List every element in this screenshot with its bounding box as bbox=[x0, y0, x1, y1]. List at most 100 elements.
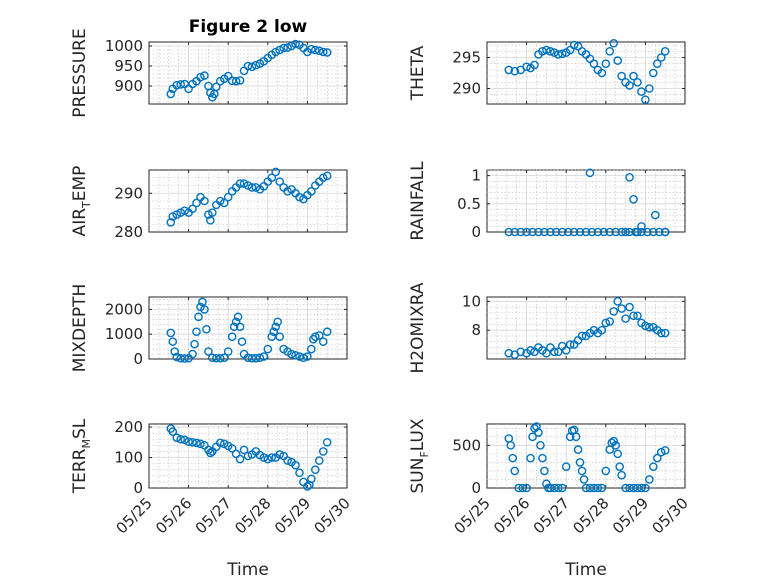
data-point bbox=[660, 227, 670, 237]
y-axis-label: SUNFLUX bbox=[408, 418, 431, 493]
data-point bbox=[190, 339, 199, 349]
data-point bbox=[557, 483, 567, 493]
data-point bbox=[271, 167, 281, 177]
data-point bbox=[660, 446, 670, 455]
x-tick-label: 05/30 bbox=[311, 494, 354, 537]
y-axis-label: MIXDEPTH bbox=[70, 284, 90, 373]
data-point bbox=[633, 78, 642, 87]
data-point bbox=[206, 88, 215, 98]
data-point bbox=[633, 227, 642, 237]
data-point bbox=[231, 76, 241, 86]
y-axis-label: H2OMIXRA bbox=[408, 282, 428, 373]
y-tick-label: 295 bbox=[452, 49, 481, 67]
data-point bbox=[561, 346, 571, 355]
y-tick-label: 0 bbox=[471, 223, 481, 241]
data-point bbox=[172, 352, 182, 362]
data-point bbox=[322, 48, 332, 57]
data-point bbox=[307, 344, 316, 354]
data-point bbox=[641, 95, 650, 104]
data-point bbox=[575, 458, 585, 467]
x-tick-label: 05/25 bbox=[113, 494, 156, 537]
x-tick-label: 05/29 bbox=[609, 494, 652, 537]
data-point bbox=[656, 53, 666, 62]
y-tick-label: 290 bbox=[452, 80, 481, 98]
data-point bbox=[652, 453, 662, 463]
data-point bbox=[637, 87, 646, 96]
data-point bbox=[243, 451, 253, 461]
data-point bbox=[577, 331, 587, 341]
y-axis-label: THETA bbox=[408, 45, 428, 101]
data-point bbox=[540, 227, 549, 237]
data-point bbox=[522, 227, 531, 237]
data-point bbox=[514, 483, 523, 493]
data-point bbox=[645, 84, 654, 93]
data-point bbox=[291, 39, 300, 49]
data-point bbox=[553, 50, 563, 59]
data-point bbox=[617, 470, 626, 480]
data-point bbox=[194, 312, 203, 322]
data-point bbox=[585, 483, 595, 493]
data-point bbox=[504, 65, 514, 75]
plot-area bbox=[148, 296, 348, 360]
y-axis-label: TERRMSL bbox=[70, 418, 93, 494]
data-point bbox=[206, 448, 215, 458]
data-point bbox=[184, 437, 193, 446]
data-point bbox=[651, 210, 660, 220]
y-tick-label: 950 bbox=[114, 57, 143, 75]
x-tick-label: 05/30 bbox=[649, 494, 692, 537]
data-point bbox=[528, 227, 537, 237]
data-point bbox=[605, 47, 615, 56]
data-point bbox=[641, 321, 650, 331]
data-point bbox=[621, 314, 630, 323]
data-point bbox=[202, 324, 211, 334]
data-point bbox=[589, 59, 599, 69]
data-point bbox=[625, 173, 634, 182]
data-point bbox=[299, 353, 308, 363]
data-point bbox=[649, 68, 658, 78]
y-axis-label: PRESSURE bbox=[70, 28, 90, 117]
y-tick-label: 100 bbox=[114, 449, 143, 467]
data-point bbox=[206, 216, 215, 225]
data-point bbox=[229, 322, 239, 332]
data-point bbox=[609, 436, 619, 446]
data-point bbox=[263, 454, 273, 464]
data-point bbox=[318, 337, 328, 346]
data-point bbox=[516, 347, 525, 357]
data-point bbox=[601, 466, 611, 476]
data-point bbox=[581, 483, 591, 493]
data-point bbox=[637, 483, 646, 493]
data-point bbox=[561, 462, 571, 471]
data-point bbox=[633, 483, 642, 493]
x-tick-label: 05/29 bbox=[271, 494, 314, 537]
data-point bbox=[538, 47, 547, 56]
data-point bbox=[219, 353, 229, 363]
x-tick-label: 05/25 bbox=[451, 494, 494, 537]
data-point bbox=[625, 483, 634, 493]
data-point bbox=[307, 187, 316, 196]
data-point bbox=[196, 72, 205, 82]
data-point bbox=[510, 227, 520, 237]
data-point bbox=[212, 82, 221, 92]
data-point bbox=[227, 76, 237, 86]
data-point bbox=[534, 227, 543, 237]
data-point bbox=[180, 354, 189, 363]
data-point bbox=[641, 483, 650, 493]
data-point bbox=[597, 483, 607, 493]
data-point bbox=[314, 46, 324, 56]
data-point bbox=[215, 353, 225, 363]
data-point bbox=[291, 460, 300, 470]
data-point bbox=[200, 196, 209, 206]
subplot-rainfall: 0 0.5 1 RAINFALL bbox=[408, 161, 686, 241]
data-point bbox=[251, 353, 261, 363]
data-point bbox=[601, 318, 611, 328]
data-point bbox=[192, 438, 201, 448]
data-point bbox=[617, 71, 626, 81]
data-point bbox=[569, 40, 579, 50]
data-point bbox=[303, 482, 312, 491]
data-point bbox=[575, 227, 585, 237]
subplot-air: 280 290 AIRTEMP bbox=[70, 166, 348, 241]
data-point bbox=[251, 60, 261, 70]
data-point bbox=[546, 483, 555, 493]
subplot-sun: 0 500 SUNFLUX 05/2505/2605/2705/2805/2905/3… bbox=[408, 418, 692, 580]
